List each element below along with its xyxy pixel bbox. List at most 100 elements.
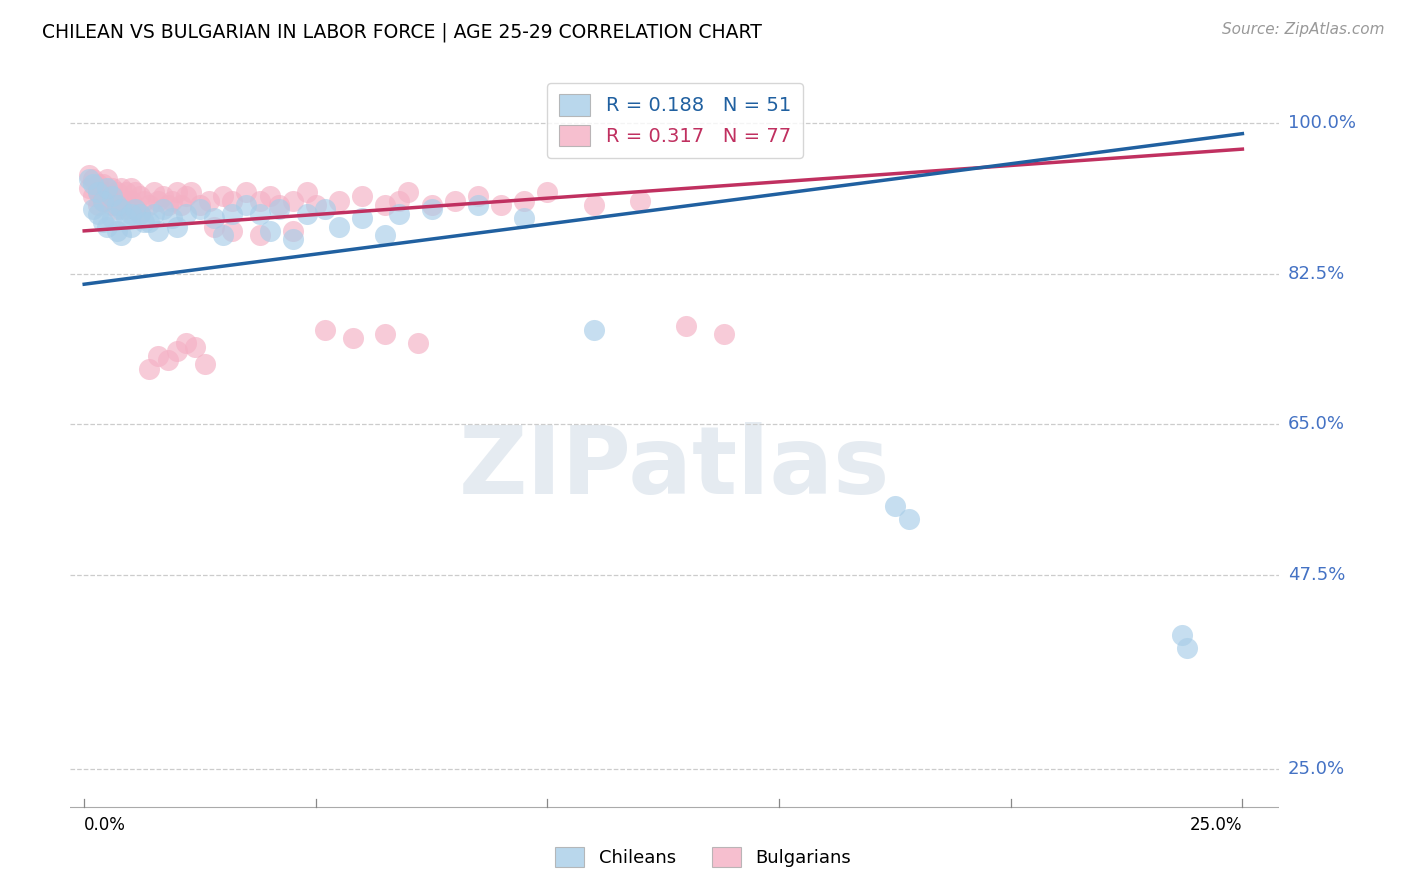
Point [188, 198, 211, 212]
Point [142, 185, 165, 199]
Point [105, 185, 128, 199]
Point [96, 181, 118, 195]
Point [259, 224, 281, 238]
Point [398, 185, 420, 199]
Point [91, 194, 114, 208]
Point [675, 318, 697, 333]
Point [342, 331, 364, 345]
Point [374, 228, 396, 243]
Point [352, 211, 374, 225]
Point [156, 198, 179, 212]
Point [249, 228, 271, 243]
Point [91, 177, 114, 191]
Point [156, 353, 179, 368]
Point [221, 194, 243, 208]
Text: Source: ZipAtlas.com: Source: ZipAtlas.com [1222, 22, 1385, 37]
Point [884, 500, 907, 514]
Point [281, 194, 304, 208]
Point [388, 194, 411, 208]
Point [110, 198, 132, 212]
Point [128, 207, 150, 221]
Point [174, 189, 197, 203]
Point [180, 185, 202, 199]
Point [328, 194, 350, 208]
Point [82, 189, 104, 203]
Text: 0.0%: 0.0% [84, 816, 127, 834]
Point [406, 335, 429, 350]
Point [467, 198, 489, 212]
Point [120, 181, 142, 195]
Text: 100.0%: 100.0% [1288, 114, 1355, 132]
Point [1171, 628, 1194, 642]
Legend: Chileans, Bulgarians: Chileans, Bulgarians [548, 839, 858, 874]
Text: 25.0%: 25.0% [1288, 760, 1346, 778]
Point [166, 344, 188, 359]
Point [249, 194, 271, 208]
Point [138, 198, 160, 212]
Point [202, 219, 225, 234]
Point [467, 189, 489, 203]
Point [124, 185, 146, 199]
Point [374, 327, 396, 342]
Point [82, 172, 104, 186]
Point [314, 323, 336, 337]
Point [249, 207, 271, 221]
Point [267, 202, 290, 217]
Text: CHILEAN VS BULGARIAN IN LABOR FORCE | AGE 25-29 CORRELATION CHART: CHILEAN VS BULGARIAN IN LABOR FORCE | AG… [42, 22, 762, 42]
Point [305, 198, 328, 212]
Point [101, 198, 124, 212]
Point [267, 198, 290, 212]
Point [120, 219, 142, 234]
Point [202, 211, 225, 225]
Point [142, 207, 165, 221]
Text: 47.5%: 47.5% [1288, 566, 1346, 584]
Point [101, 211, 124, 225]
Point [87, 185, 110, 199]
Point [314, 202, 336, 217]
Point [87, 177, 110, 191]
Point [87, 185, 110, 199]
Point [170, 198, 193, 212]
Point [188, 202, 211, 217]
Point [160, 211, 183, 225]
Point [628, 194, 651, 208]
Point [91, 215, 114, 229]
Point [134, 194, 156, 208]
Point [87, 207, 110, 221]
Text: 82.5%: 82.5% [1288, 265, 1346, 283]
Point [124, 202, 146, 217]
Point [582, 198, 605, 212]
Legend: R = 0.188   N = 51, R = 0.317   N = 77: R = 0.188 N = 51, R = 0.317 N = 77 [547, 83, 803, 158]
Point [281, 224, 304, 238]
Point [124, 202, 146, 217]
Point [96, 185, 118, 199]
Point [91, 194, 114, 208]
Text: 65.0%: 65.0% [1288, 416, 1344, 434]
Point [134, 215, 156, 229]
Point [138, 215, 160, 229]
Point [105, 198, 128, 212]
Point [96, 219, 118, 234]
Point [152, 202, 174, 217]
Point [138, 361, 160, 376]
Point [115, 211, 138, 225]
Point [184, 340, 207, 354]
Point [513, 194, 536, 208]
Point [281, 232, 304, 246]
Point [82, 202, 104, 217]
Point [513, 211, 536, 225]
Point [77, 181, 100, 195]
Point [128, 189, 150, 203]
Point [148, 224, 170, 238]
Point [82, 177, 104, 191]
Point [443, 194, 465, 208]
Point [166, 219, 188, 234]
Point [110, 181, 132, 195]
Point [212, 228, 235, 243]
Point [148, 194, 170, 208]
Point [235, 185, 257, 199]
Point [105, 224, 128, 238]
Point [420, 202, 443, 217]
Point [96, 172, 118, 186]
Point [221, 224, 243, 238]
